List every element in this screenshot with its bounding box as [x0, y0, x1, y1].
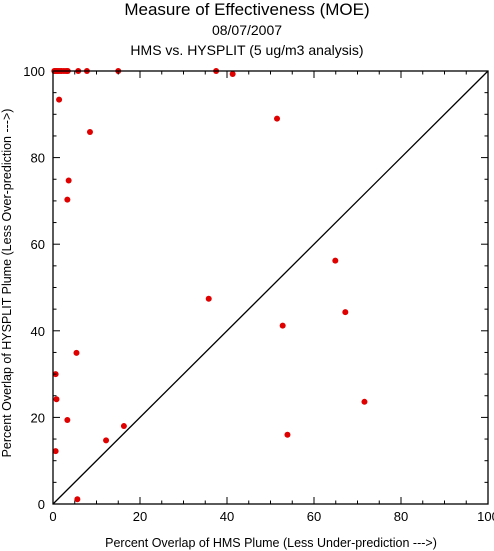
y-tick-label: 100 [23, 64, 45, 79]
x-tick-label: 40 [220, 509, 234, 524]
one-to-one-line [52, 70, 489, 505]
y-tick-label: 60 [31, 237, 45, 252]
data-point [65, 177, 72, 184]
data-point [52, 448, 59, 455]
y-axis-label: Percent Overlap of HYSPLIT Plume (Less O… [0, 109, 14, 458]
axis-ticks: 0 20 40 60 80 100 0 20 40 60 80 100 [23, 64, 494, 524]
x-tick-label: 80 [394, 509, 408, 524]
data-point [64, 416, 71, 423]
x-axis-label: Percent Overlap of HMS Plume (Less Under… [105, 536, 437, 550]
x-tick-label: 100 [477, 509, 494, 524]
data-point [103, 437, 110, 444]
data-point [74, 496, 81, 503]
points-layer [51, 68, 368, 503]
y-tick-label: 0 [38, 497, 45, 512]
x-tick-label: 20 [133, 509, 147, 524]
chart-subtitle: HMS vs. HYSPLIT (5 ug/m3 analysis) [130, 42, 364, 58]
data-point [53, 396, 60, 403]
chart-date: 08/07/2007 [211, 22, 283, 38]
data-point [279, 322, 286, 329]
chart-title: Measure of Effectiveness (MOE) [124, 0, 370, 19]
y-tick-label: 20 [31, 410, 45, 425]
data-point [64, 196, 71, 203]
y-tick-label: 40 [31, 324, 45, 339]
data-point [86, 129, 93, 136]
data-point [73, 349, 80, 356]
data-point [361, 398, 368, 405]
data-point [284, 431, 291, 438]
x-tick-label: 60 [307, 509, 321, 524]
data-point [205, 295, 212, 302]
data-point [332, 257, 339, 264]
data-point [342, 309, 349, 316]
data-point [229, 71, 236, 78]
y-tick-label: 80 [31, 151, 45, 166]
data-point [120, 423, 127, 430]
x-tick-label: 0 [49, 509, 56, 524]
data-point [56, 96, 63, 103]
data-point [274, 115, 281, 122]
